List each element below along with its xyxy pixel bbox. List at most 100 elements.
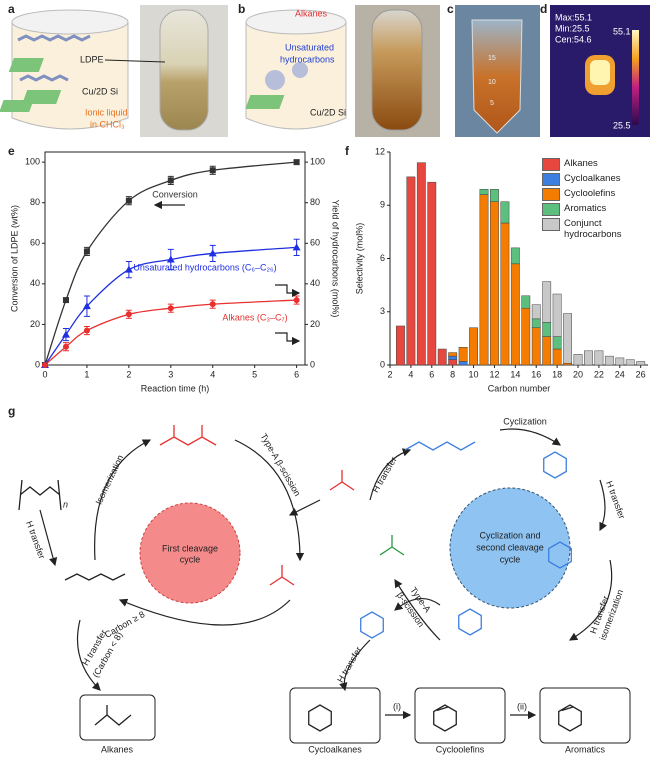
bar-segment bbox=[552, 336, 562, 350]
bar-segment bbox=[573, 354, 583, 366]
bar-segment bbox=[615, 357, 625, 366]
panel-c: c 15 10 5 bbox=[447, 2, 540, 137]
step-label: (ii) bbox=[517, 701, 527, 711]
point bbox=[125, 311, 132, 318]
bar-segment bbox=[604, 355, 614, 366]
label: Cu/2D Si bbox=[310, 107, 346, 117]
point bbox=[61, 330, 70, 338]
cycle-label: First cleavage bbox=[162, 543, 218, 553]
x-tick-label: 5 bbox=[252, 369, 257, 379]
readout: Cen:54.6 bbox=[555, 34, 592, 44]
product-label: Alkanes bbox=[101, 744, 134, 754]
bar-segment bbox=[563, 362, 572, 366]
y2-tick-label: 20 bbox=[310, 319, 320, 329]
legend-swatch bbox=[542, 203, 560, 216]
pointer bbox=[104, 59, 166, 63]
label: hydrocarbons bbox=[280, 54, 335, 64]
legend-label: Cycloolefins bbox=[564, 188, 616, 199]
tube-mark: 5 bbox=[490, 100, 494, 107]
label: Alkanes bbox=[295, 8, 328, 18]
legend-label: Conjunct hydrocarbons bbox=[564, 218, 622, 240]
point bbox=[83, 248, 90, 255]
panel-letter: f bbox=[345, 144, 350, 158]
y-tick-label: 40 bbox=[30, 278, 40, 288]
cycle-label: Cyclization and bbox=[479, 530, 540, 540]
point bbox=[209, 301, 216, 308]
bar-segment bbox=[531, 318, 541, 328]
x-tick-label: 6 bbox=[294, 369, 299, 379]
panel-b: b Alkanes Unsaturated hydrocarbons Cu/2D… bbox=[238, 2, 440, 137]
x-tick-label: 6 bbox=[429, 369, 434, 379]
point bbox=[293, 297, 300, 304]
panel-letter: e bbox=[8, 144, 15, 158]
legend-entry: Cycloalkanes bbox=[542, 173, 646, 186]
x-tick-label: 22 bbox=[594, 369, 604, 379]
x-tick-label: 14 bbox=[510, 369, 520, 379]
bar-segment bbox=[406, 176, 416, 366]
y-tick-label: 20 bbox=[30, 319, 40, 329]
panel-letter: b bbox=[238, 2, 245, 16]
step-label: H transfer bbox=[370, 455, 398, 494]
bar-segment bbox=[552, 348, 562, 366]
series-label: Alkanes (C₃–C₇) bbox=[222, 312, 287, 322]
product-label: Cycloolefins bbox=[436, 744, 485, 754]
y-tick-label: 12 bbox=[375, 146, 385, 156]
label: Unsaturated bbox=[285, 42, 334, 52]
y-tick-label: 60 bbox=[30, 238, 40, 248]
step-label: H transfer bbox=[24, 520, 47, 561]
bar-segment bbox=[510, 247, 520, 265]
subscript: n bbox=[63, 499, 68, 509]
ring bbox=[360, 611, 384, 639]
y2-tick-label: 80 bbox=[310, 197, 320, 207]
x-tick-label: 18 bbox=[552, 369, 562, 379]
bar-segment bbox=[458, 361, 468, 366]
y-axis-label: Conversion of LDPE (wt%) bbox=[9, 205, 19, 312]
bar-segment bbox=[490, 201, 499, 366]
y-tick-label: 0 bbox=[35, 359, 40, 369]
bar-segment bbox=[542, 322, 552, 337]
step-label: Cyclization bbox=[503, 416, 547, 426]
x-tick-label: 0 bbox=[42, 369, 47, 379]
y-tick-label: 3 bbox=[380, 306, 385, 316]
bar-segment bbox=[500, 201, 510, 224]
series-label: Unsaturated hydrocarbons (C₆–C₂₆) bbox=[133, 262, 276, 272]
legend-entry: Alkanes bbox=[542, 158, 646, 171]
x-tick-label: 8 bbox=[450, 369, 455, 379]
point bbox=[209, 167, 216, 174]
product-label: Cycloalkanes bbox=[308, 744, 362, 754]
y2-axis-label: Yield of hydrocarbons (mol%) bbox=[331, 200, 341, 318]
legend-entry: Conjunct hydrocarbons bbox=[542, 218, 646, 240]
legend-label: Alkanes bbox=[564, 158, 598, 169]
step-label: (i) bbox=[393, 701, 401, 711]
ring bbox=[308, 704, 332, 732]
bar-segment bbox=[490, 189, 499, 202]
point bbox=[83, 327, 90, 334]
y2-tick-label: 40 bbox=[310, 278, 320, 288]
bar-segment bbox=[531, 327, 541, 366]
x-tick-label: 26 bbox=[636, 369, 646, 379]
panel-d: d Max:55.1 Min:25.5 Cen:54.6 55.1 25.5 bbox=[540, 2, 650, 137]
bar-segment bbox=[448, 355, 458, 360]
readout: Max:55.1 bbox=[555, 12, 592, 22]
bar-segment bbox=[427, 181, 437, 366]
x-tick-label: 10 bbox=[469, 369, 479, 379]
bar-segment bbox=[500, 222, 510, 366]
panel-a: a LDPE Cu/2D Si Ionic liquid in CHCl₃ bbox=[0, 2, 228, 137]
panel-letter: d bbox=[540, 2, 547, 16]
point bbox=[167, 305, 174, 312]
label: LDPE bbox=[80, 54, 104, 64]
legend-swatch bbox=[542, 188, 560, 201]
x-axis-label: Carbon number bbox=[488, 383, 551, 393]
bar-segment bbox=[563, 313, 572, 364]
x-tick-label: 12 bbox=[489, 369, 499, 379]
bar-segment bbox=[531, 304, 541, 320]
y-tick-label: 100 bbox=[25, 157, 40, 167]
x-tick-label: 1 bbox=[84, 369, 89, 379]
point bbox=[42, 362, 48, 368]
series-label: Conversion bbox=[152, 189, 198, 199]
label: in CHCl₃ bbox=[90, 119, 125, 129]
cycle-label: cycle bbox=[180, 554, 201, 564]
x-tick-label: 16 bbox=[531, 369, 541, 379]
